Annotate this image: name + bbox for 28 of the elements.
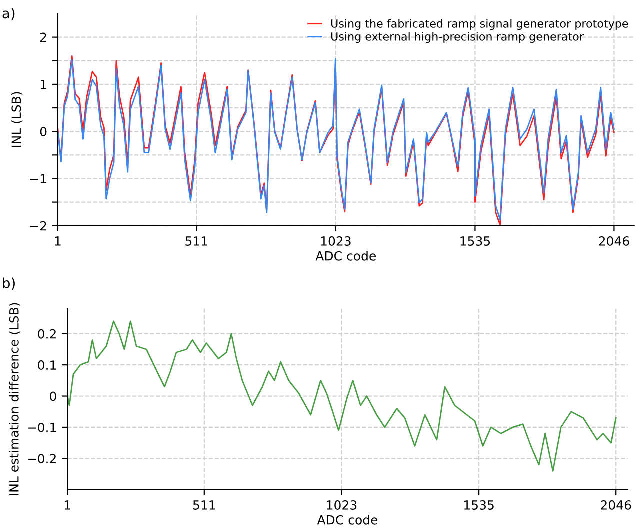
line-series: [68, 320, 617, 472]
y-axis-title: INL (LSB): [11, 92, 23, 148]
y-tick-label: −0.2: [28, 454, 56, 464]
x-tick-label: 1023: [321, 236, 351, 246]
legend-label: Using the fabricated ramp signal generator prototype: [331, 19, 628, 30]
x-tick-label: 1: [65, 500, 70, 510]
x-tick-label: 1535: [464, 500, 494, 510]
y-tick-label: 1: [40, 80, 46, 90]
text: b): [3, 278, 15, 290]
y-tick-label: −2: [30, 221, 46, 231]
y-tick-label: 0: [40, 127, 47, 137]
x-tick-label: 1535: [460, 236, 490, 246]
x-tick-label: 2046: [599, 236, 630, 246]
y-tick-label: −1: [30, 174, 46, 184]
x-tick-label: 1023: [327, 500, 357, 510]
y-tick-label: 0: [50, 392, 56, 402]
y-tick-label: 0.1: [38, 360, 56, 370]
x-axis-title: ADC code: [317, 515, 378, 525]
x-tick-label: 511: [193, 500, 216, 510]
legend-label: Using external high-precision ramp generator: [331, 32, 584, 44]
y-tick-label: −0.1: [28, 422, 56, 432]
x-axis-title: ADC code: [316, 251, 376, 261]
x-tick-label: 511: [186, 236, 208, 246]
text: a): [2, 8, 15, 20]
y-tick-label: 0.2: [38, 329, 56, 339]
y-tick-label: 2: [40, 32, 46, 42]
y-axis-title: INL estimation difference (LSB): [9, 303, 20, 496]
x-tick-label: 2046: [601, 500, 632, 510]
